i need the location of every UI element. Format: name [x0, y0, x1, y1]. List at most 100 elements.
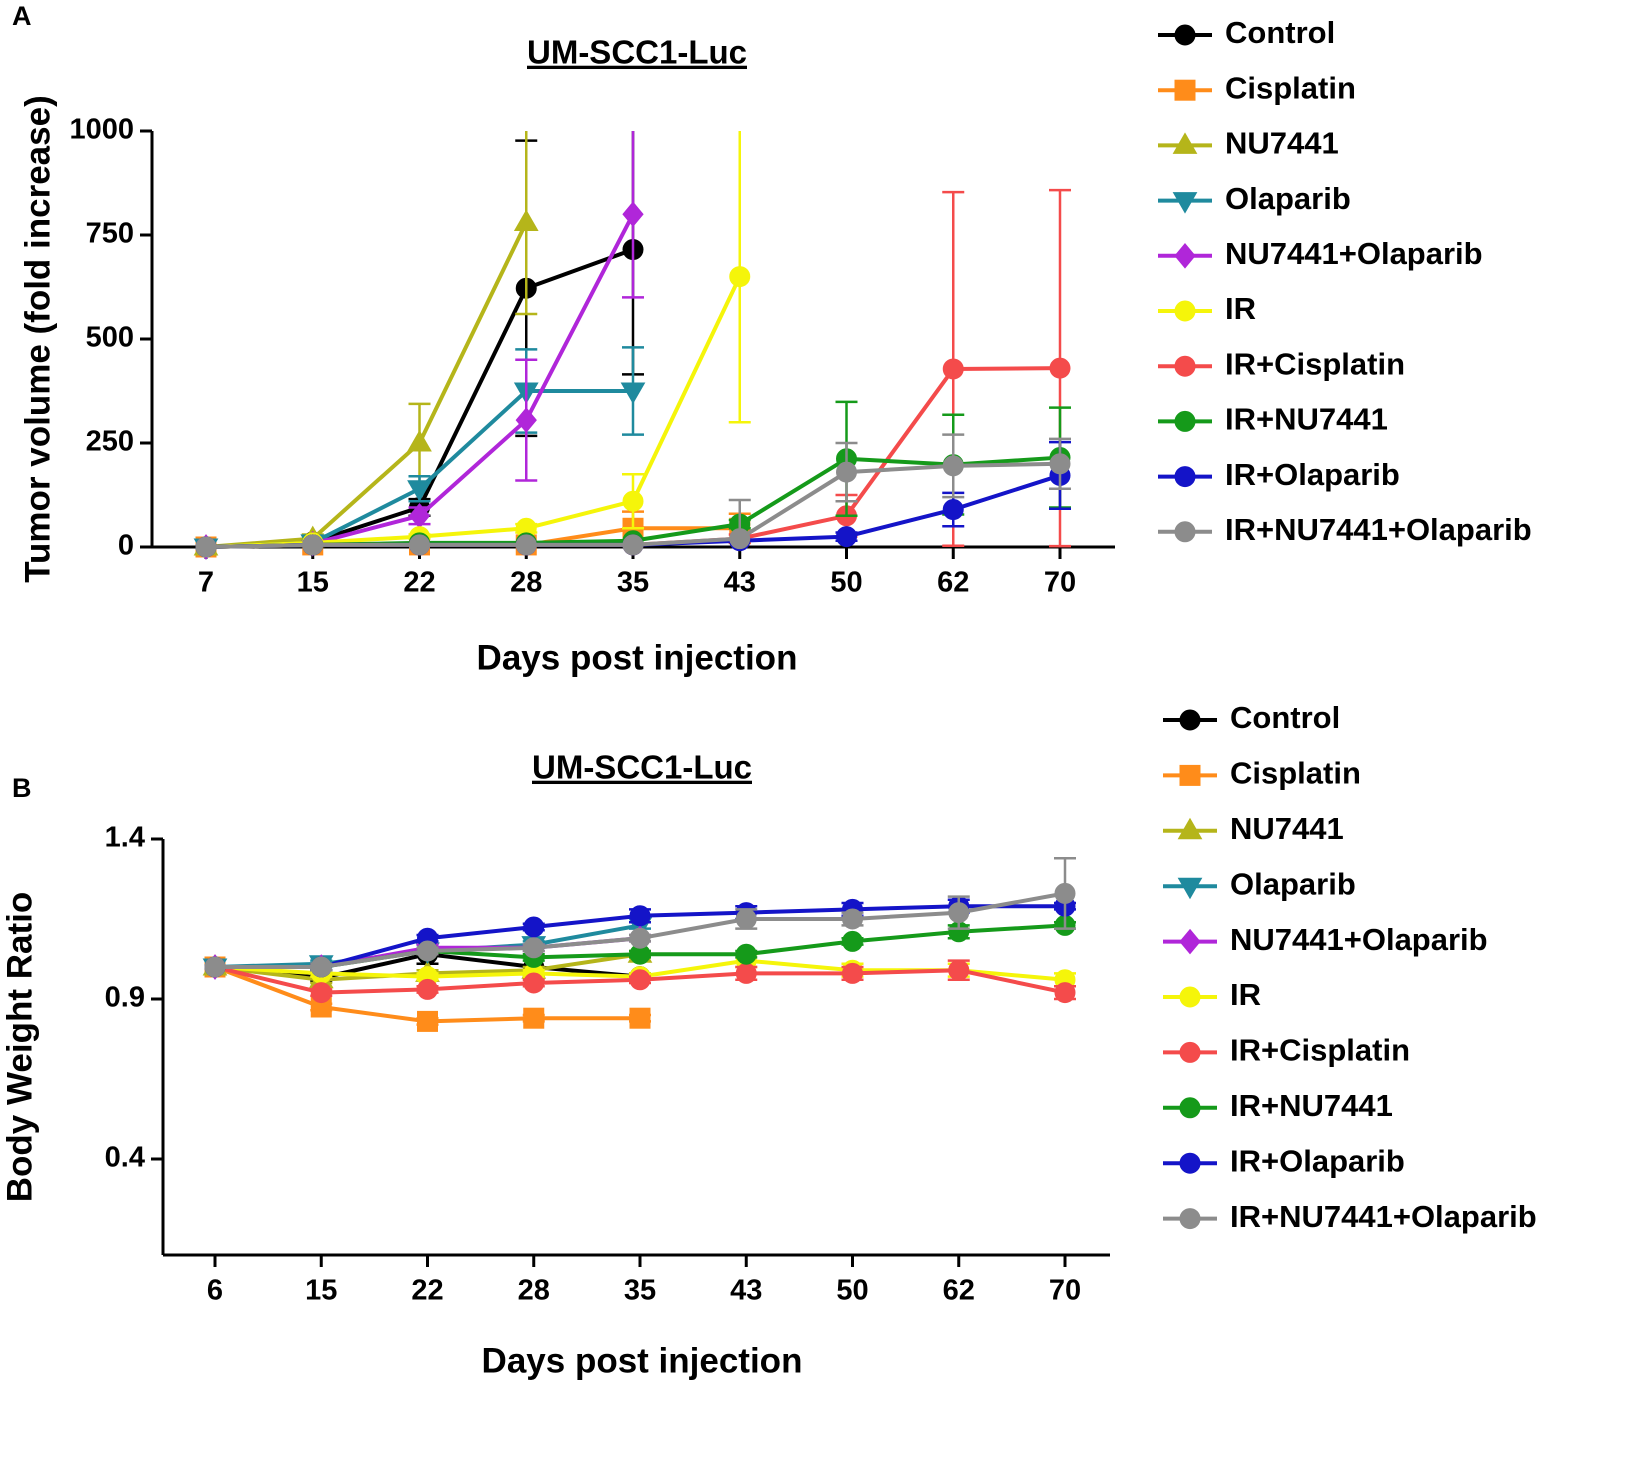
legend-label: IR+Olaparib	[1230, 1143, 1405, 1178]
legend-marker	[1174, 521, 1196, 543]
data-point	[629, 969, 651, 991]
data-point	[407, 429, 432, 452]
legend-label: Control	[1225, 15, 1335, 50]
data-point	[629, 905, 651, 927]
data-point	[310, 956, 332, 978]
data-point	[942, 455, 964, 477]
data-point	[948, 959, 970, 981]
legend-marker	[1179, 928, 1201, 955]
x-axis-title: Days post injection	[477, 638, 798, 677]
legend-marker	[1172, 192, 1198, 214]
data-point	[417, 940, 438, 962]
x-tick-label: 35	[617, 567, 649, 599]
data-point	[523, 937, 545, 959]
legend-marker	[1174, 243, 1196, 269]
legend-label: IR+NU7441	[1230, 1088, 1393, 1123]
data-point	[942, 499, 964, 521]
legend-label: Control	[1230, 700, 1340, 735]
x-tick-label: 70	[1049, 1275, 1081, 1307]
y-tick-label: 1000	[69, 114, 134, 146]
data-point	[629, 927, 651, 949]
panel-label: A	[12, 1, 32, 31]
x-tick-label: 7	[198, 567, 214, 599]
legend-marker	[1174, 24, 1196, 46]
data-point	[729, 528, 751, 550]
data-point	[1054, 882, 1076, 904]
legend-label: IR	[1225, 291, 1256, 326]
legend-label: Cisplatin	[1225, 70, 1356, 105]
legend-label: NU7441+Olaparib	[1225, 236, 1483, 271]
data-point	[407, 480, 432, 502]
data-point	[629, 1007, 651, 1029]
legend-label: NU7441	[1230, 811, 1344, 846]
legend-marker	[1174, 300, 1196, 322]
x-tick-label: 22	[403, 567, 435, 599]
data-point	[515, 407, 537, 433]
legend-marker	[1179, 986, 1201, 1008]
x-tick-label: 35	[624, 1275, 656, 1307]
legend-label: IR	[1230, 977, 1261, 1012]
legend-label: IR+Olaparib	[1225, 457, 1400, 492]
legend-label: IR+NU7441+Olaparib	[1230, 1199, 1537, 1234]
data-point	[195, 536, 217, 558]
data-point	[842, 908, 863, 930]
x-tick-label: 50	[830, 567, 862, 599]
chart-title: UM-SCC1-Luc	[532, 749, 752, 786]
legend-marker	[1179, 709, 1201, 731]
y-tick-label: 500	[86, 322, 134, 354]
data-point	[842, 962, 863, 984]
legend-label: Olaparib	[1225, 181, 1351, 216]
x-tick-label: 50	[836, 1275, 868, 1307]
x-tick-label: 43	[730, 1275, 762, 1307]
legend-marker	[1179, 1208, 1201, 1230]
y-tick-label: 750	[86, 218, 134, 250]
y-tick-label: 0.9	[105, 982, 145, 1014]
legend-marker	[1177, 877, 1203, 900]
panel-label: B	[12, 773, 32, 803]
legend-label: IR+Cisplatin	[1225, 346, 1405, 381]
legend-marker	[1179, 1152, 1201, 1174]
series-line	[205, 275, 742, 549]
series-line	[205, 221, 529, 549]
legend-marker	[1174, 466, 1196, 488]
data-point	[735, 908, 757, 930]
legend-marker	[1172, 132, 1198, 154]
data-point	[409, 534, 430, 556]
legend-marker	[1179, 1041, 1201, 1063]
y-tick-label: 1.4	[105, 822, 145, 854]
data-point	[735, 962, 757, 984]
data-point	[836, 461, 857, 483]
x-tick-label: 15	[297, 567, 329, 599]
x-tick-label: 28	[510, 567, 542, 599]
y-axis-title: Tumor volume (fold increase)	[18, 95, 57, 583]
data-point	[1054, 982, 1076, 1004]
data-point	[622, 534, 644, 556]
data-point	[302, 534, 324, 556]
x-tick-label: 6	[207, 1275, 223, 1307]
legend-marker	[1177, 817, 1203, 840]
data-point	[942, 358, 964, 380]
data-point	[1049, 453, 1071, 475]
x-tick-label: 22	[411, 1275, 443, 1307]
data-point	[204, 956, 226, 978]
data-point	[620, 382, 646, 405]
x-tick-label: 70	[1044, 567, 1076, 599]
y-tick-label: 0	[118, 530, 134, 562]
data-point	[515, 534, 537, 556]
data-point	[523, 972, 545, 994]
data-point	[622, 201, 644, 227]
legend-label: IR+Cisplatin	[1230, 1033, 1410, 1068]
data-point	[417, 978, 438, 1000]
legend-marker	[1179, 764, 1201, 786]
data-point	[417, 1010, 438, 1032]
data-point	[729, 266, 751, 288]
legend-marker	[1179, 1097, 1201, 1119]
data-point	[310, 982, 332, 1004]
data-point	[948, 902, 970, 924]
data-point	[735, 943, 757, 965]
x-tick-label: 15	[305, 1275, 337, 1307]
x-tick-label: 62	[943, 1275, 975, 1307]
data-point	[523, 1007, 545, 1029]
data-point	[1049, 357, 1071, 379]
y-axis-title: Body Weight Ratio	[0, 892, 39, 1202]
